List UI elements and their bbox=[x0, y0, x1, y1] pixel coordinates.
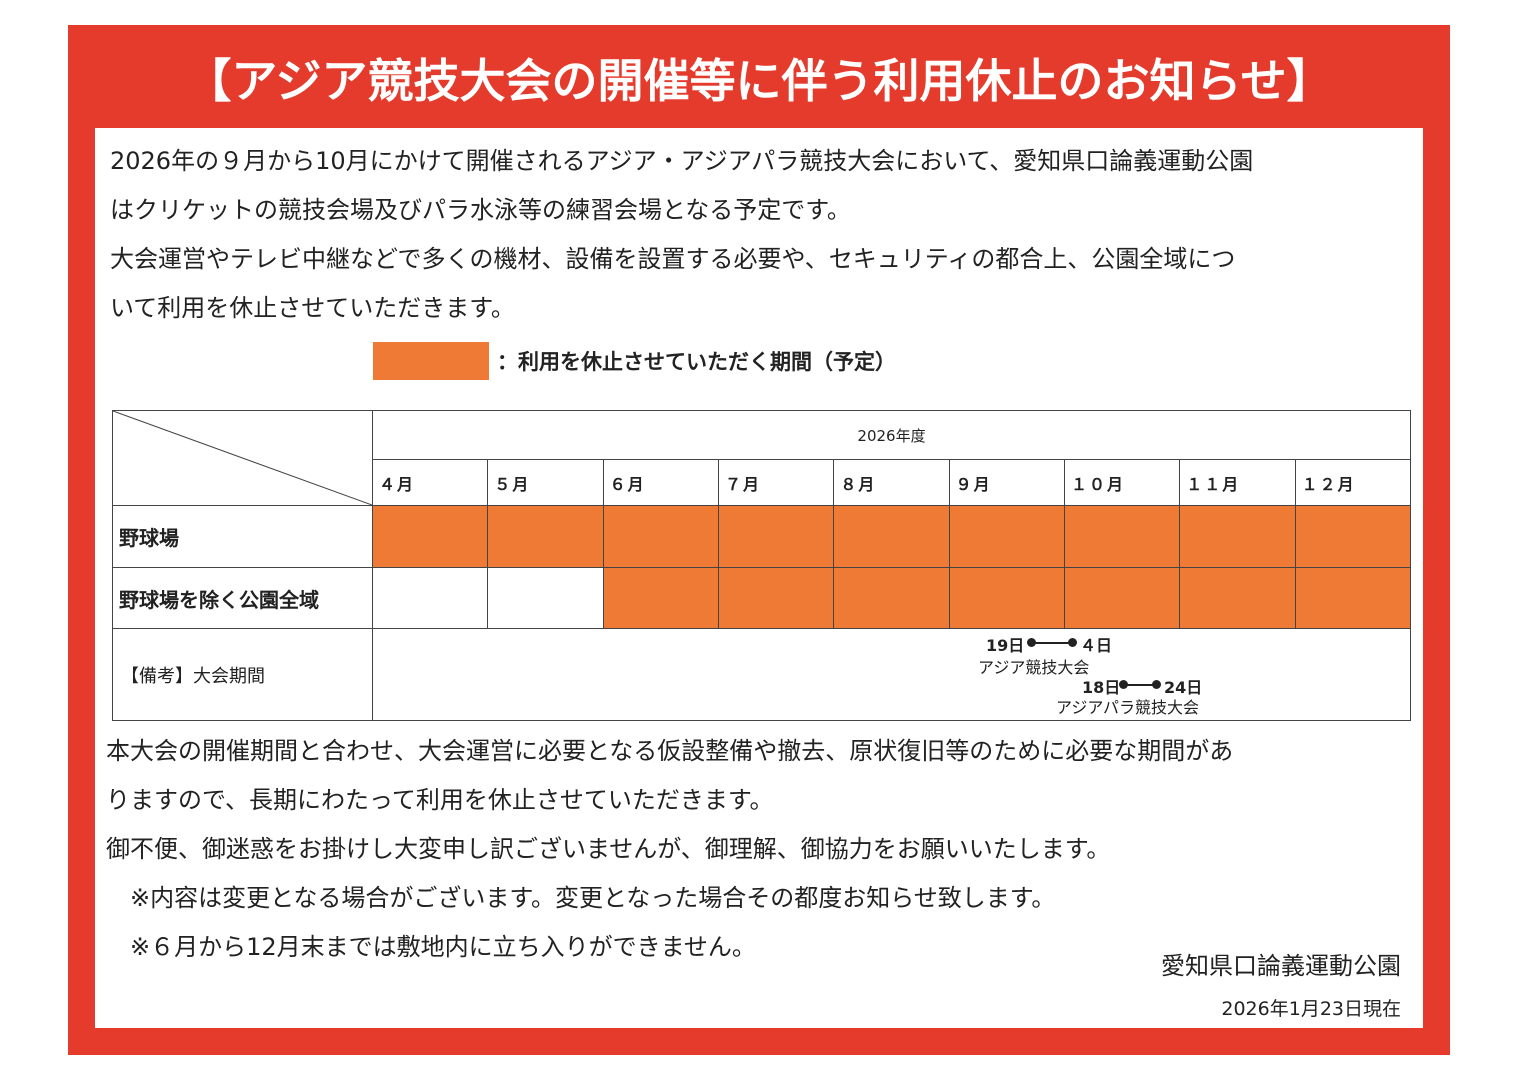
closed-period-cell bbox=[948, 505, 1065, 568]
signature: 愛知県口論義運動公園 bbox=[1161, 952, 1401, 980]
event-period-cell bbox=[372, 628, 1411, 721]
closed-period-cell bbox=[1179, 567, 1296, 629]
open-period-cell bbox=[487, 567, 604, 629]
period-line bbox=[1032, 642, 1072, 644]
closed-period-cell bbox=[717, 567, 835, 629]
note-line: ※６月から12月末までは敷地内に立ち入りができません。 bbox=[106, 933, 756, 961]
outro-line: 本大会の開催期間と合わせ、大会運営に必要となる仮設整備や撤去、原状復旧等のために… bbox=[106, 737, 1234, 765]
outro-line: りますので、長期にわたって利用を休止させていただきます。 bbox=[106, 786, 774, 814]
corner-cell bbox=[112, 410, 373, 506]
end-dot-icon bbox=[1152, 680, 1161, 689]
month-header: １２月 bbox=[1294, 459, 1412, 506]
month-header: ８月 bbox=[833, 459, 950, 506]
closed-period-cell bbox=[717, 505, 835, 568]
closed-period-cell bbox=[487, 505, 604, 568]
period-line bbox=[1124, 684, 1156, 686]
closed-period-cell bbox=[1063, 505, 1181, 568]
month-header: ５月 bbox=[487, 459, 604, 506]
remarks-label: 【備考】大会期間 bbox=[112, 628, 373, 721]
open-period-cell bbox=[371, 567, 489, 629]
closed-period-cell bbox=[1294, 567, 1412, 629]
event-end: ４日 bbox=[1080, 636, 1113, 655]
month-header: ７月 bbox=[717, 459, 835, 506]
month-header: ４月 bbox=[371, 459, 489, 506]
closed-period-cell bbox=[602, 505, 719, 568]
closed-period-cell bbox=[371, 505, 489, 568]
intro-line: はクリケットの競技会場及びパラ水泳等の練習会場となる予定です。 bbox=[110, 196, 851, 224]
fiscal-year-header: 2026年度 bbox=[372, 410, 1411, 460]
closed-period-cell bbox=[1179, 505, 1296, 568]
closed-period-cell bbox=[948, 567, 1065, 629]
event-name: アジアパラ競技大会 bbox=[1056, 698, 1200, 717]
closed-period-cell bbox=[833, 567, 950, 629]
outro-line: 御不便、御迷惑をお掛けし大変申し訳ございませんが、御理解、御協力をお願いいたしま… bbox=[106, 835, 1111, 863]
month-header: ６月 bbox=[602, 459, 719, 506]
start-dot-icon bbox=[1119, 680, 1128, 689]
month-header: １０月 bbox=[1063, 459, 1181, 506]
month-header: １１月 bbox=[1179, 459, 1296, 506]
start-dot-icon bbox=[1027, 638, 1036, 647]
closure-schedule-table: 2026年度 ４月 ５月 ６月 ７月 ８月 ９月 １０月 １１月 １２月 野球場 野球場を除く公… bbox=[112, 410, 1412, 721]
note-line: ※内容は変更となる場合がございます。変更となった場合その都度お知らせ致します。 bbox=[106, 884, 1056, 912]
intro-line: 2026年の９月から10月にかけて開催されるアジア・アジアパラ競技大会において、… bbox=[110, 147, 1254, 175]
closed-period-cell bbox=[1294, 505, 1412, 568]
legend-swatch bbox=[373, 342, 489, 380]
event-start: 18日 bbox=[1082, 678, 1121, 697]
month-header: ９月 bbox=[948, 459, 1065, 506]
as-of-date: 2026年1月23日現在 bbox=[1221, 998, 1401, 1020]
closed-period-cell bbox=[1063, 567, 1181, 629]
closed-period-cell bbox=[602, 567, 719, 629]
notice-title: 【アジア競技大会の開催等に伴う利用休止のお知らせ】 bbox=[185, 54, 1333, 108]
event-end: 24日 bbox=[1164, 678, 1203, 697]
intro-line: 大会運営やテレビ中継などで多くの機材、設備を設置する必要や、セキュリティの都合上… bbox=[110, 245, 1236, 273]
row-label: 野球場を除く公園全域 bbox=[112, 567, 373, 629]
row-label: 野球場 bbox=[112, 505, 373, 568]
legend-label: ：利用を休止させていただく期間（予定） bbox=[497, 350, 896, 374]
intro-line: いて利用を休止させていただきます。 bbox=[110, 294, 515, 322]
event-name: アジア競技大会 bbox=[978, 658, 1090, 677]
closed-period-cell bbox=[833, 505, 950, 568]
event-start: 19日 bbox=[986, 636, 1025, 655]
end-dot-icon bbox=[1068, 638, 1077, 647]
